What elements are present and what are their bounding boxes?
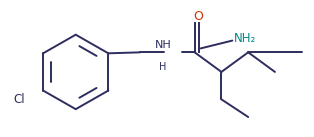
Text: O: O [194,10,203,23]
Text: NH: NH [155,40,172,50]
Text: NH₂: NH₂ [234,32,257,45]
Text: Cl: Cl [14,93,25,106]
Text: H: H [159,62,166,72]
